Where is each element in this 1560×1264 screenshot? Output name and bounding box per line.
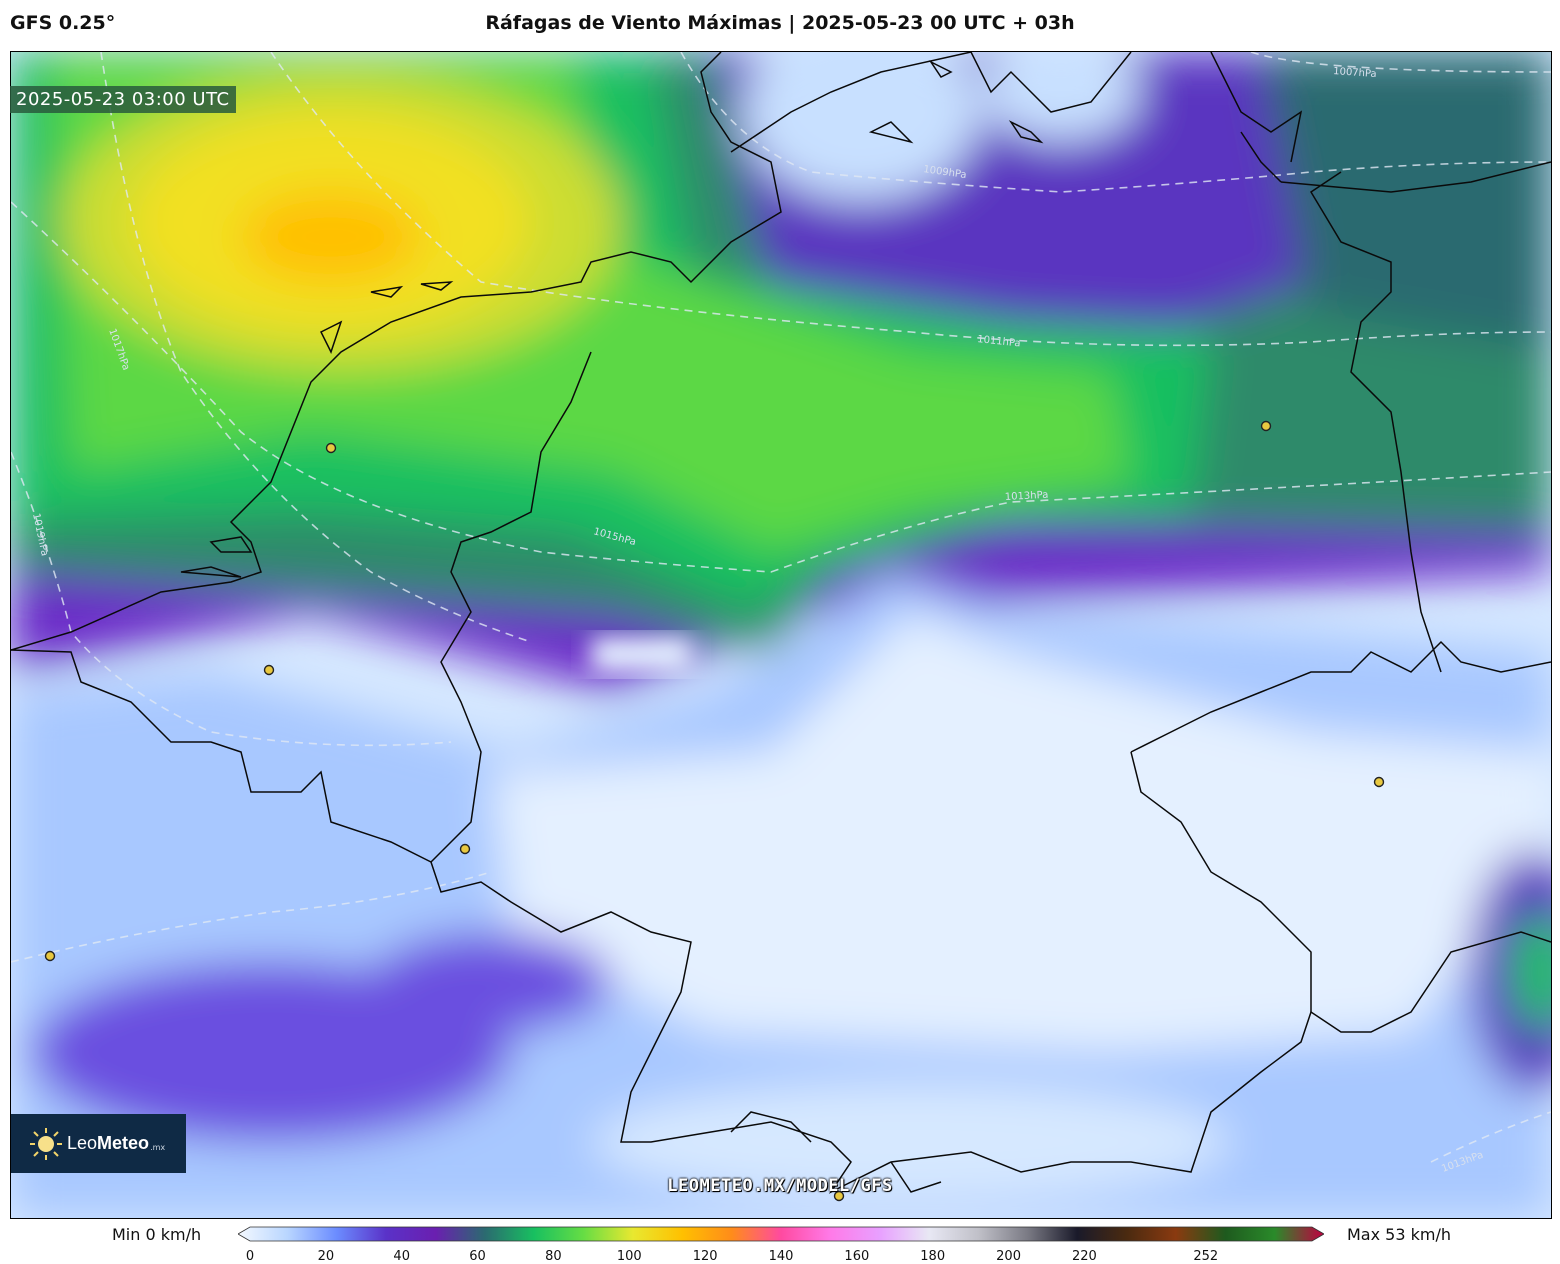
colorbar-tick-label: 120	[692, 1249, 718, 1264]
colorbar-tick-label: 180	[920, 1249, 946, 1264]
colorbar-tick-label: 252	[1193, 1249, 1219, 1264]
city-marker	[44, 950, 56, 962]
city-marker	[1373, 776, 1385, 788]
isobar-label-1011: 1011hPa	[977, 334, 1021, 349]
colorbar	[238, 1226, 1324, 1242]
model-label: GFS 0.25°	[10, 12, 116, 34]
sun-icon	[30, 1127, 62, 1160]
city-marker	[1260, 420, 1272, 432]
borders	[11, 52, 1551, 1194]
colorbar-min-label: Min 0 km/h	[112, 1225, 202, 1244]
source-watermark: LEOMETEO.MX/MODEL/GFS	[667, 1176, 893, 1196]
colorbar-tick-label: 140	[768, 1249, 794, 1264]
valid-time-badge: 2025-05-23 03:00 UTC	[10, 86, 236, 113]
city-markers	[44, 420, 1385, 1202]
isobar-label-1013: 1013hPa	[1005, 490, 1049, 503]
city-marker	[325, 442, 337, 454]
isobar-label-1007: 1007hPa	[1333, 66, 1377, 80]
logo-tld: .mx	[150, 1143, 166, 1152]
colorbar-tick-label: 200	[996, 1249, 1021, 1264]
colorbar-tick-label: 40	[393, 1249, 410, 1264]
colorbar-max-label: Max 53 km/h	[1347, 1225, 1451, 1244]
map-canvas: 1007hPa 1009hPa 1011hPa 1013hPa 1015hPa …	[11, 52, 1551, 1218]
logo-text: LeoMeteo	[67, 1133, 150, 1153]
colorbar-tick-label: 80	[545, 1249, 562, 1264]
city-marker	[459, 843, 471, 855]
city-marker	[833, 1190, 845, 1202]
chart-title: Ráfagas de Viento Máximas | 2025-05-23 0…	[485, 12, 1075, 34]
leometeo-logo: LeoMeteo .mx	[11, 1114, 186, 1173]
colorbar-tick-label: 100	[616, 1249, 642, 1264]
isobar-lines	[11, 52, 1551, 1163]
wind-gust-map: 1007hPa 1009hPa 1011hPa 1013hPa 1015hPa …	[10, 51, 1552, 1219]
colorbar-tick-label: 60	[469, 1249, 486, 1264]
city-marker	[263, 664, 275, 676]
colorbar-tick-label: 160	[844, 1249, 870, 1264]
colorbar-tick-label: 0	[245, 1249, 255, 1264]
colorbar-tick-label: 20	[317, 1249, 335, 1264]
wind-field	[11, 52, 1551, 1218]
colorbar-tick-label: 220	[1072, 1249, 1097, 1264]
